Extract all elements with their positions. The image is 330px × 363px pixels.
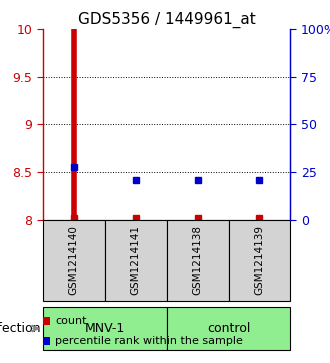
Title: GDS5356 / 1449961_at: GDS5356 / 1449961_at (78, 12, 255, 28)
Text: MNV-1: MNV-1 (85, 322, 125, 335)
Text: GSM1214138: GSM1214138 (193, 225, 203, 295)
Text: GSM1214139: GSM1214139 (254, 225, 264, 295)
Text: count: count (55, 316, 86, 326)
Bar (43, 307, 167, 350)
Text: GSM1214140: GSM1214140 (69, 225, 79, 295)
Bar (105, 220, 167, 301)
Text: GSM1214141: GSM1214141 (131, 225, 141, 295)
Bar (167, 220, 228, 301)
Bar (167, 307, 290, 350)
Bar (43, 220, 105, 301)
Text: percentile rank within the sample: percentile rank within the sample (55, 336, 243, 346)
Bar (228, 220, 290, 301)
Text: infection: infection (0, 322, 42, 335)
Text: control: control (207, 322, 250, 335)
